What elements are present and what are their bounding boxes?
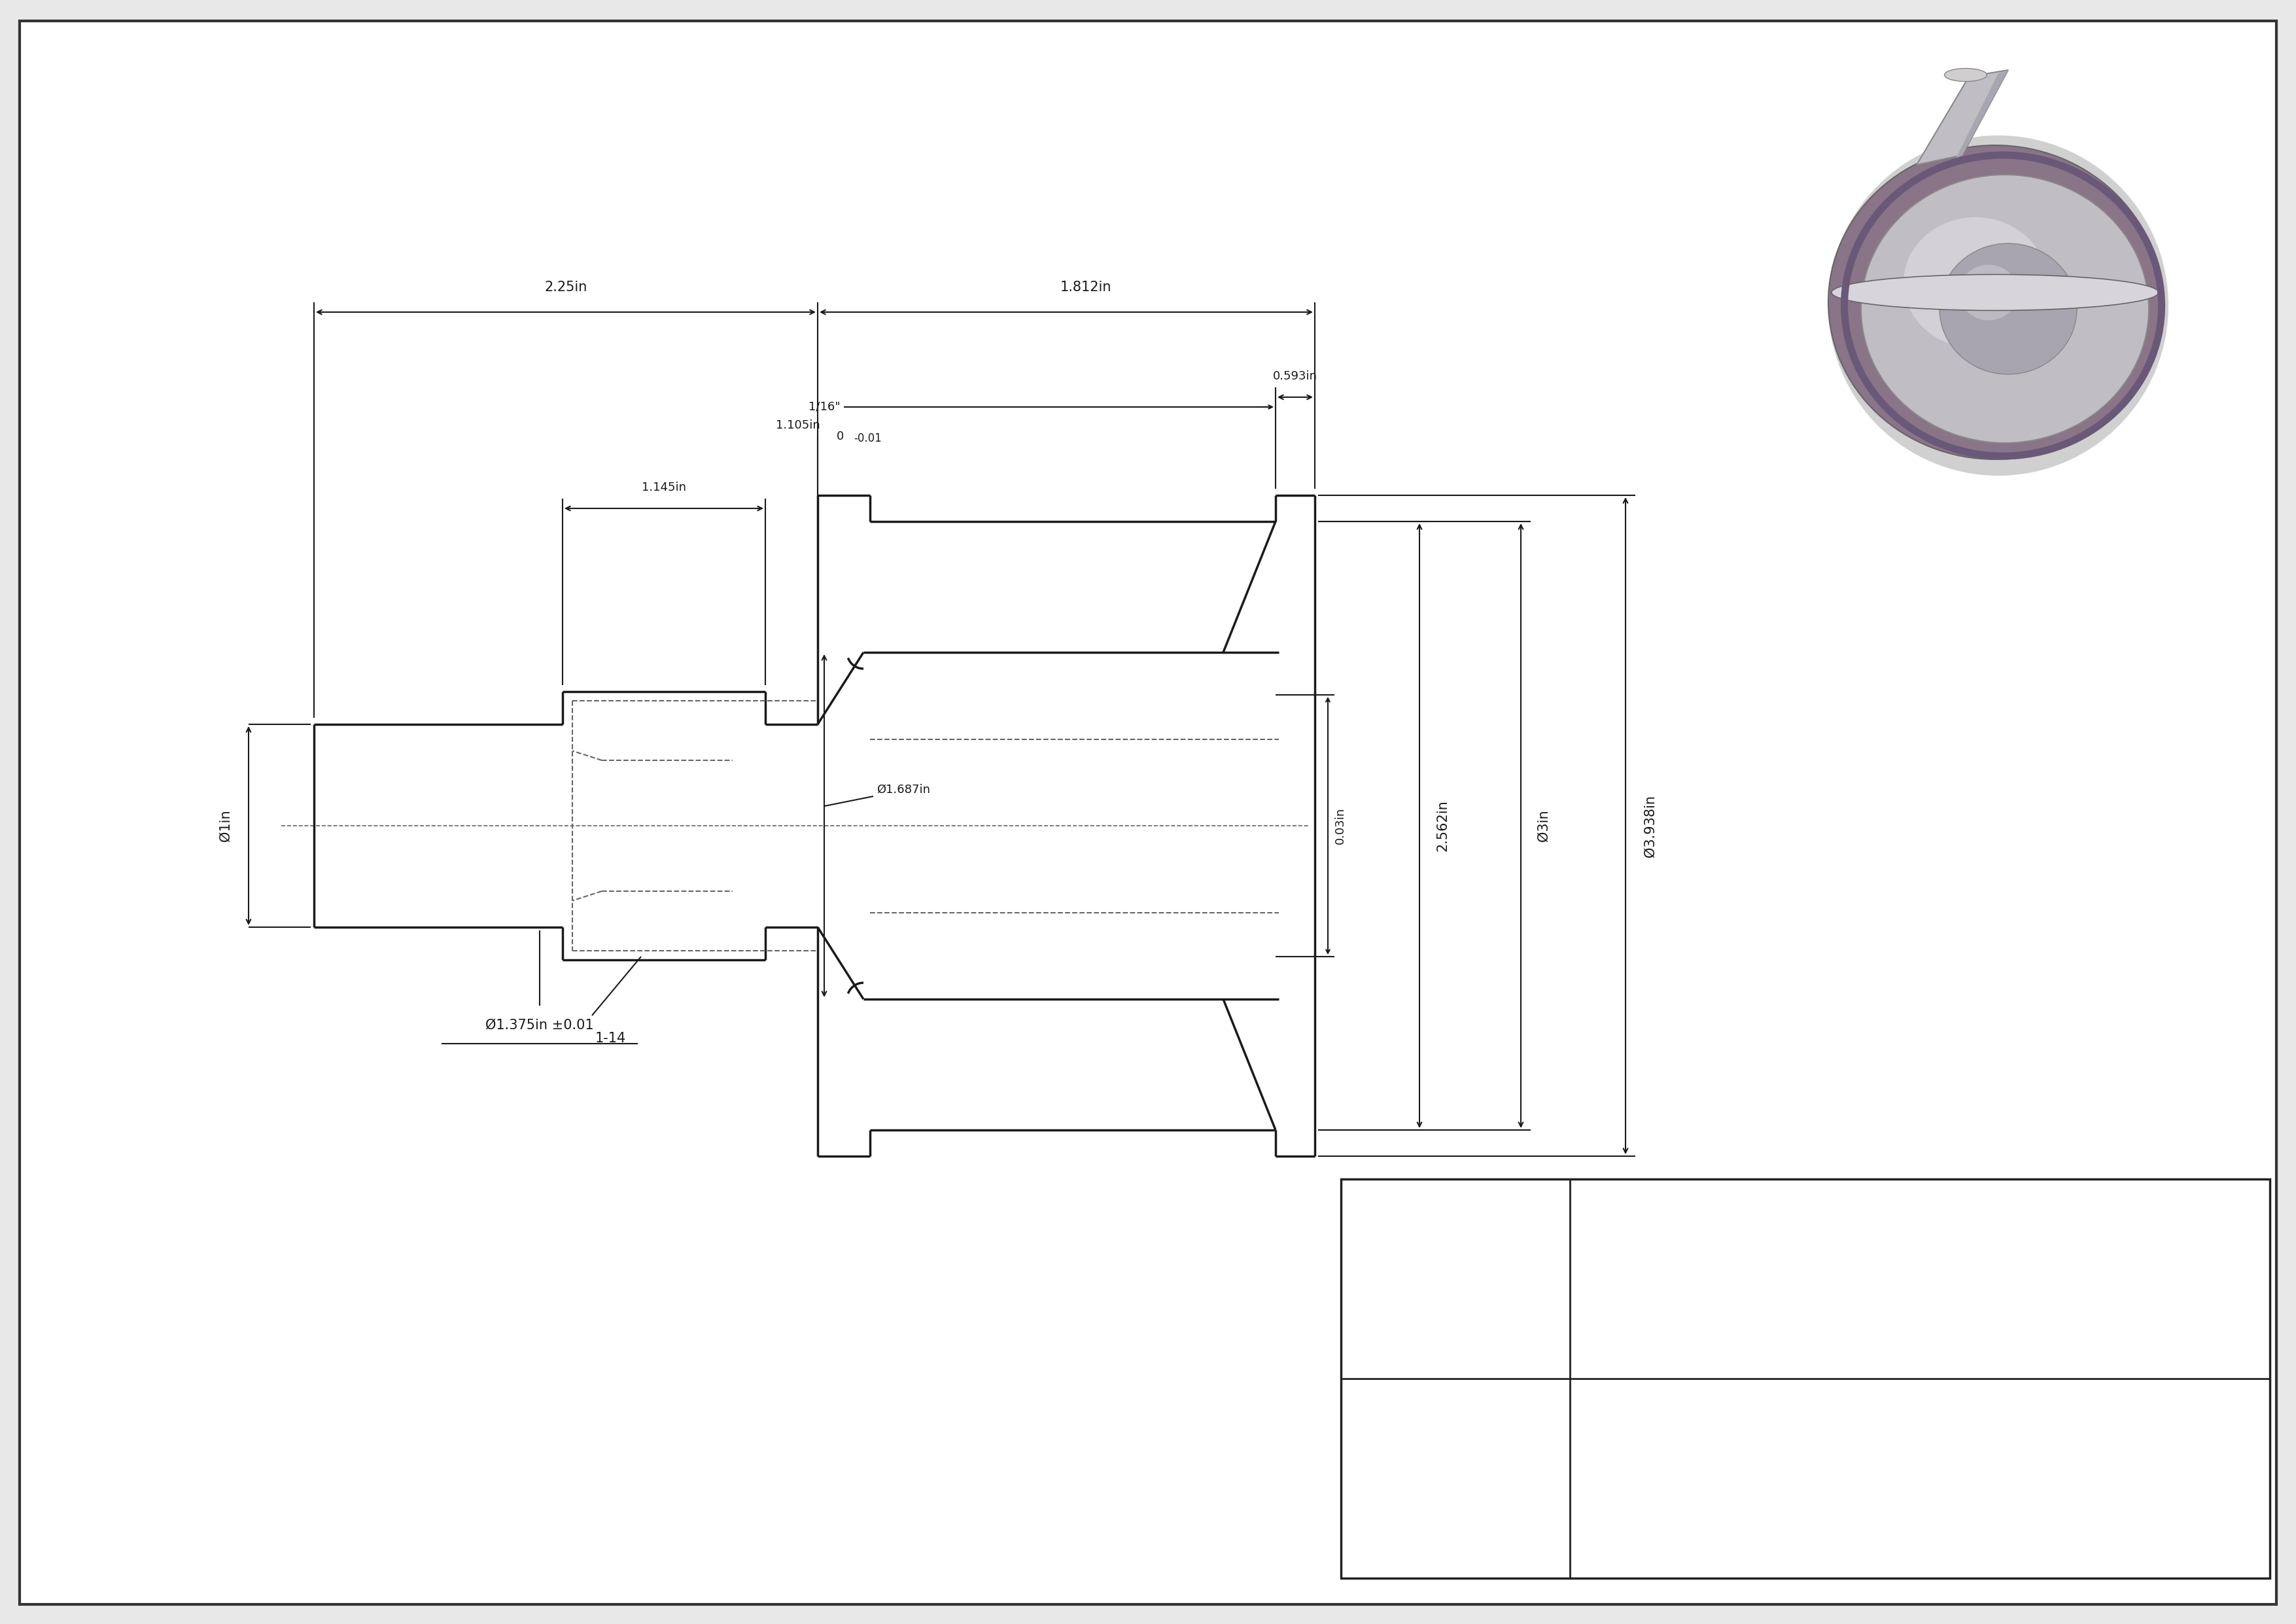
Text: 1.145in: 1.145in — [641, 482, 687, 494]
Text: 1-14: 1-14 — [595, 1031, 627, 1044]
Text: FLRCE-3: FLRCE-3 — [1874, 1450, 1965, 1470]
Text: Email: lilybearing@lily-bearing.com: Email: lilybearing@lily-bearing.com — [1816, 1289, 2025, 1301]
Ellipse shape — [1862, 175, 2149, 443]
Text: Ø1in: Ø1in — [218, 810, 232, 841]
Text: Ø1.687in: Ø1.687in — [877, 784, 930, 796]
Polygon shape — [1956, 70, 2009, 159]
Text: 2.562in: 2.562in — [1435, 801, 1449, 851]
Text: 1.812in: 1.812in — [1061, 281, 1111, 294]
Text: LILY: LILY — [1412, 1254, 1497, 1291]
Ellipse shape — [1832, 274, 2158, 310]
Ellipse shape — [1940, 244, 2078, 374]
Text: Osborn Cam Followers Equivalent: Osborn Cam Followers Equivalent — [1809, 1496, 2032, 1507]
Text: Ø1.375in ±0.01: Ø1.375in ±0.01 — [484, 1018, 595, 1031]
Text: 1/16": 1/16" — [808, 401, 840, 412]
Text: Number: Number — [1430, 1499, 1481, 1510]
Ellipse shape — [1958, 265, 2018, 320]
Ellipse shape — [1828, 145, 2163, 460]
Polygon shape — [1917, 70, 2009, 166]
Text: 0.03in: 0.03in — [1334, 807, 1345, 844]
Text: 0.593in: 0.593in — [1272, 370, 1318, 382]
Ellipse shape — [1945, 68, 1986, 81]
Text: 1.105in: 1.105in — [776, 419, 820, 432]
Text: 0: 0 — [836, 430, 845, 442]
Ellipse shape — [1903, 218, 2048, 348]
Bar — [1341, 1179, 2271, 1579]
Text: Part: Part — [1442, 1465, 1467, 1478]
Ellipse shape — [1828, 135, 2167, 476]
Text: -0.01: -0.01 — [854, 432, 882, 445]
Text: 2.25in: 2.25in — [544, 281, 588, 294]
Text: Ø3.938in: Ø3.938in — [1644, 794, 1658, 857]
Text: SHANGHAI LILY BEARING LIMITED: SHANGHAI LILY BEARING LIMITED — [1791, 1249, 2048, 1262]
Text: Ø3in: Ø3in — [1538, 810, 1550, 841]
Text: ®: ® — [1543, 1229, 1557, 1242]
